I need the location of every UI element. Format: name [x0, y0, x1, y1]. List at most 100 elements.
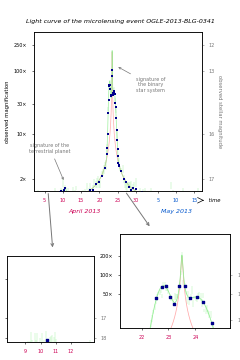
Point	[140, 189, 144, 195]
Point	[196, 194, 200, 200]
Point	[67, 194, 71, 200]
Point	[62, 188, 66, 193]
Point	[124, 179, 128, 185]
Point	[117, 162, 121, 168]
Point	[112, 88, 116, 94]
Point	[39, 195, 42, 201]
Point	[132, 185, 135, 191]
Point	[18, 351, 21, 357]
Point	[113, 100, 117, 105]
Point	[54, 343, 58, 349]
Point	[63, 352, 67, 357]
Point	[97, 179, 101, 185]
Point	[158, 193, 162, 198]
Point	[35, 194, 39, 200]
Point	[119, 168, 123, 174]
Point	[151, 193, 155, 199]
Text: April 2013: April 2013	[69, 209, 101, 214]
Point	[127, 184, 131, 190]
Point	[55, 192, 59, 198]
Point	[94, 181, 98, 187]
Y-axis label: observed stellar magnitude: observed stellar magnitude	[217, 75, 222, 148]
Point	[195, 294, 199, 300]
Point	[114, 104, 118, 109]
Point	[160, 194, 164, 200]
Y-axis label: observed magnification: observed magnification	[5, 80, 10, 143]
Point	[30, 345, 33, 351]
Point	[88, 187, 91, 193]
Point	[79, 355, 83, 360]
Point	[58, 345, 62, 351]
Point	[154, 295, 158, 301]
Point	[183, 283, 186, 289]
Point	[114, 115, 118, 121]
Point	[193, 195, 197, 201]
Point	[76, 193, 79, 198]
Point	[185, 195, 188, 201]
Point	[106, 131, 109, 137]
Point	[60, 188, 63, 194]
Point	[107, 97, 110, 103]
Point	[116, 153, 120, 159]
Point	[68, 193, 72, 198]
Point	[40, 347, 44, 352]
Point	[34, 347, 38, 353]
Point	[165, 194, 168, 200]
Point	[112, 91, 116, 96]
Point	[134, 186, 138, 192]
Point	[149, 190, 153, 196]
Point	[70, 195, 73, 201]
Point	[108, 82, 111, 88]
Point	[170, 195, 174, 201]
Point	[176, 192, 180, 198]
Point	[109, 93, 113, 98]
Point	[73, 349, 77, 355]
Point	[45, 192, 49, 198]
Point	[45, 338, 48, 343]
Point	[118, 163, 121, 169]
Point	[116, 146, 120, 152]
Point	[115, 137, 119, 143]
Point	[173, 194, 177, 200]
Point	[122, 176, 126, 181]
Point	[147, 192, 150, 198]
Point	[108, 86, 112, 91]
Point	[187, 193, 191, 199]
Point	[111, 90, 115, 96]
Text: signature of the
terrestrial planet: signature of the terrestrial planet	[29, 143, 71, 179]
Point	[49, 342, 53, 348]
Point	[138, 190, 141, 196]
Text: signature of
the binary
star system: signature of the binary star system	[119, 67, 165, 93]
Point	[202, 300, 205, 305]
Point	[117, 160, 120, 166]
Point	[58, 189, 62, 195]
Point	[109, 93, 113, 99]
Point	[177, 283, 181, 289]
Point	[67, 351, 71, 357]
Point	[115, 127, 119, 133]
Point	[160, 284, 164, 289]
Point	[72, 190, 76, 196]
Point	[105, 145, 109, 151]
Point	[182, 195, 186, 201]
Point	[49, 195, 53, 201]
Point	[172, 301, 176, 306]
Point	[107, 83, 111, 89]
Point	[66, 192, 70, 198]
Point	[64, 190, 68, 196]
Text: Light curve of the microlensing event OGLE-2013-BLG-0341: Light curve of the microlensing event OG…	[26, 19, 214, 24]
Point	[179, 195, 183, 201]
Point	[82, 193, 85, 199]
Point	[190, 194, 194, 200]
Point	[144, 193, 148, 199]
Point	[168, 294, 172, 300]
Point	[106, 110, 110, 116]
Point	[156, 195, 159, 201]
Point	[63, 185, 67, 191]
Point	[140, 358, 144, 360]
Point	[57, 190, 61, 196]
Text: May 2013: May 2013	[161, 209, 192, 214]
Point	[85, 190, 89, 196]
Point	[218, 346, 222, 351]
Point	[65, 192, 69, 198]
